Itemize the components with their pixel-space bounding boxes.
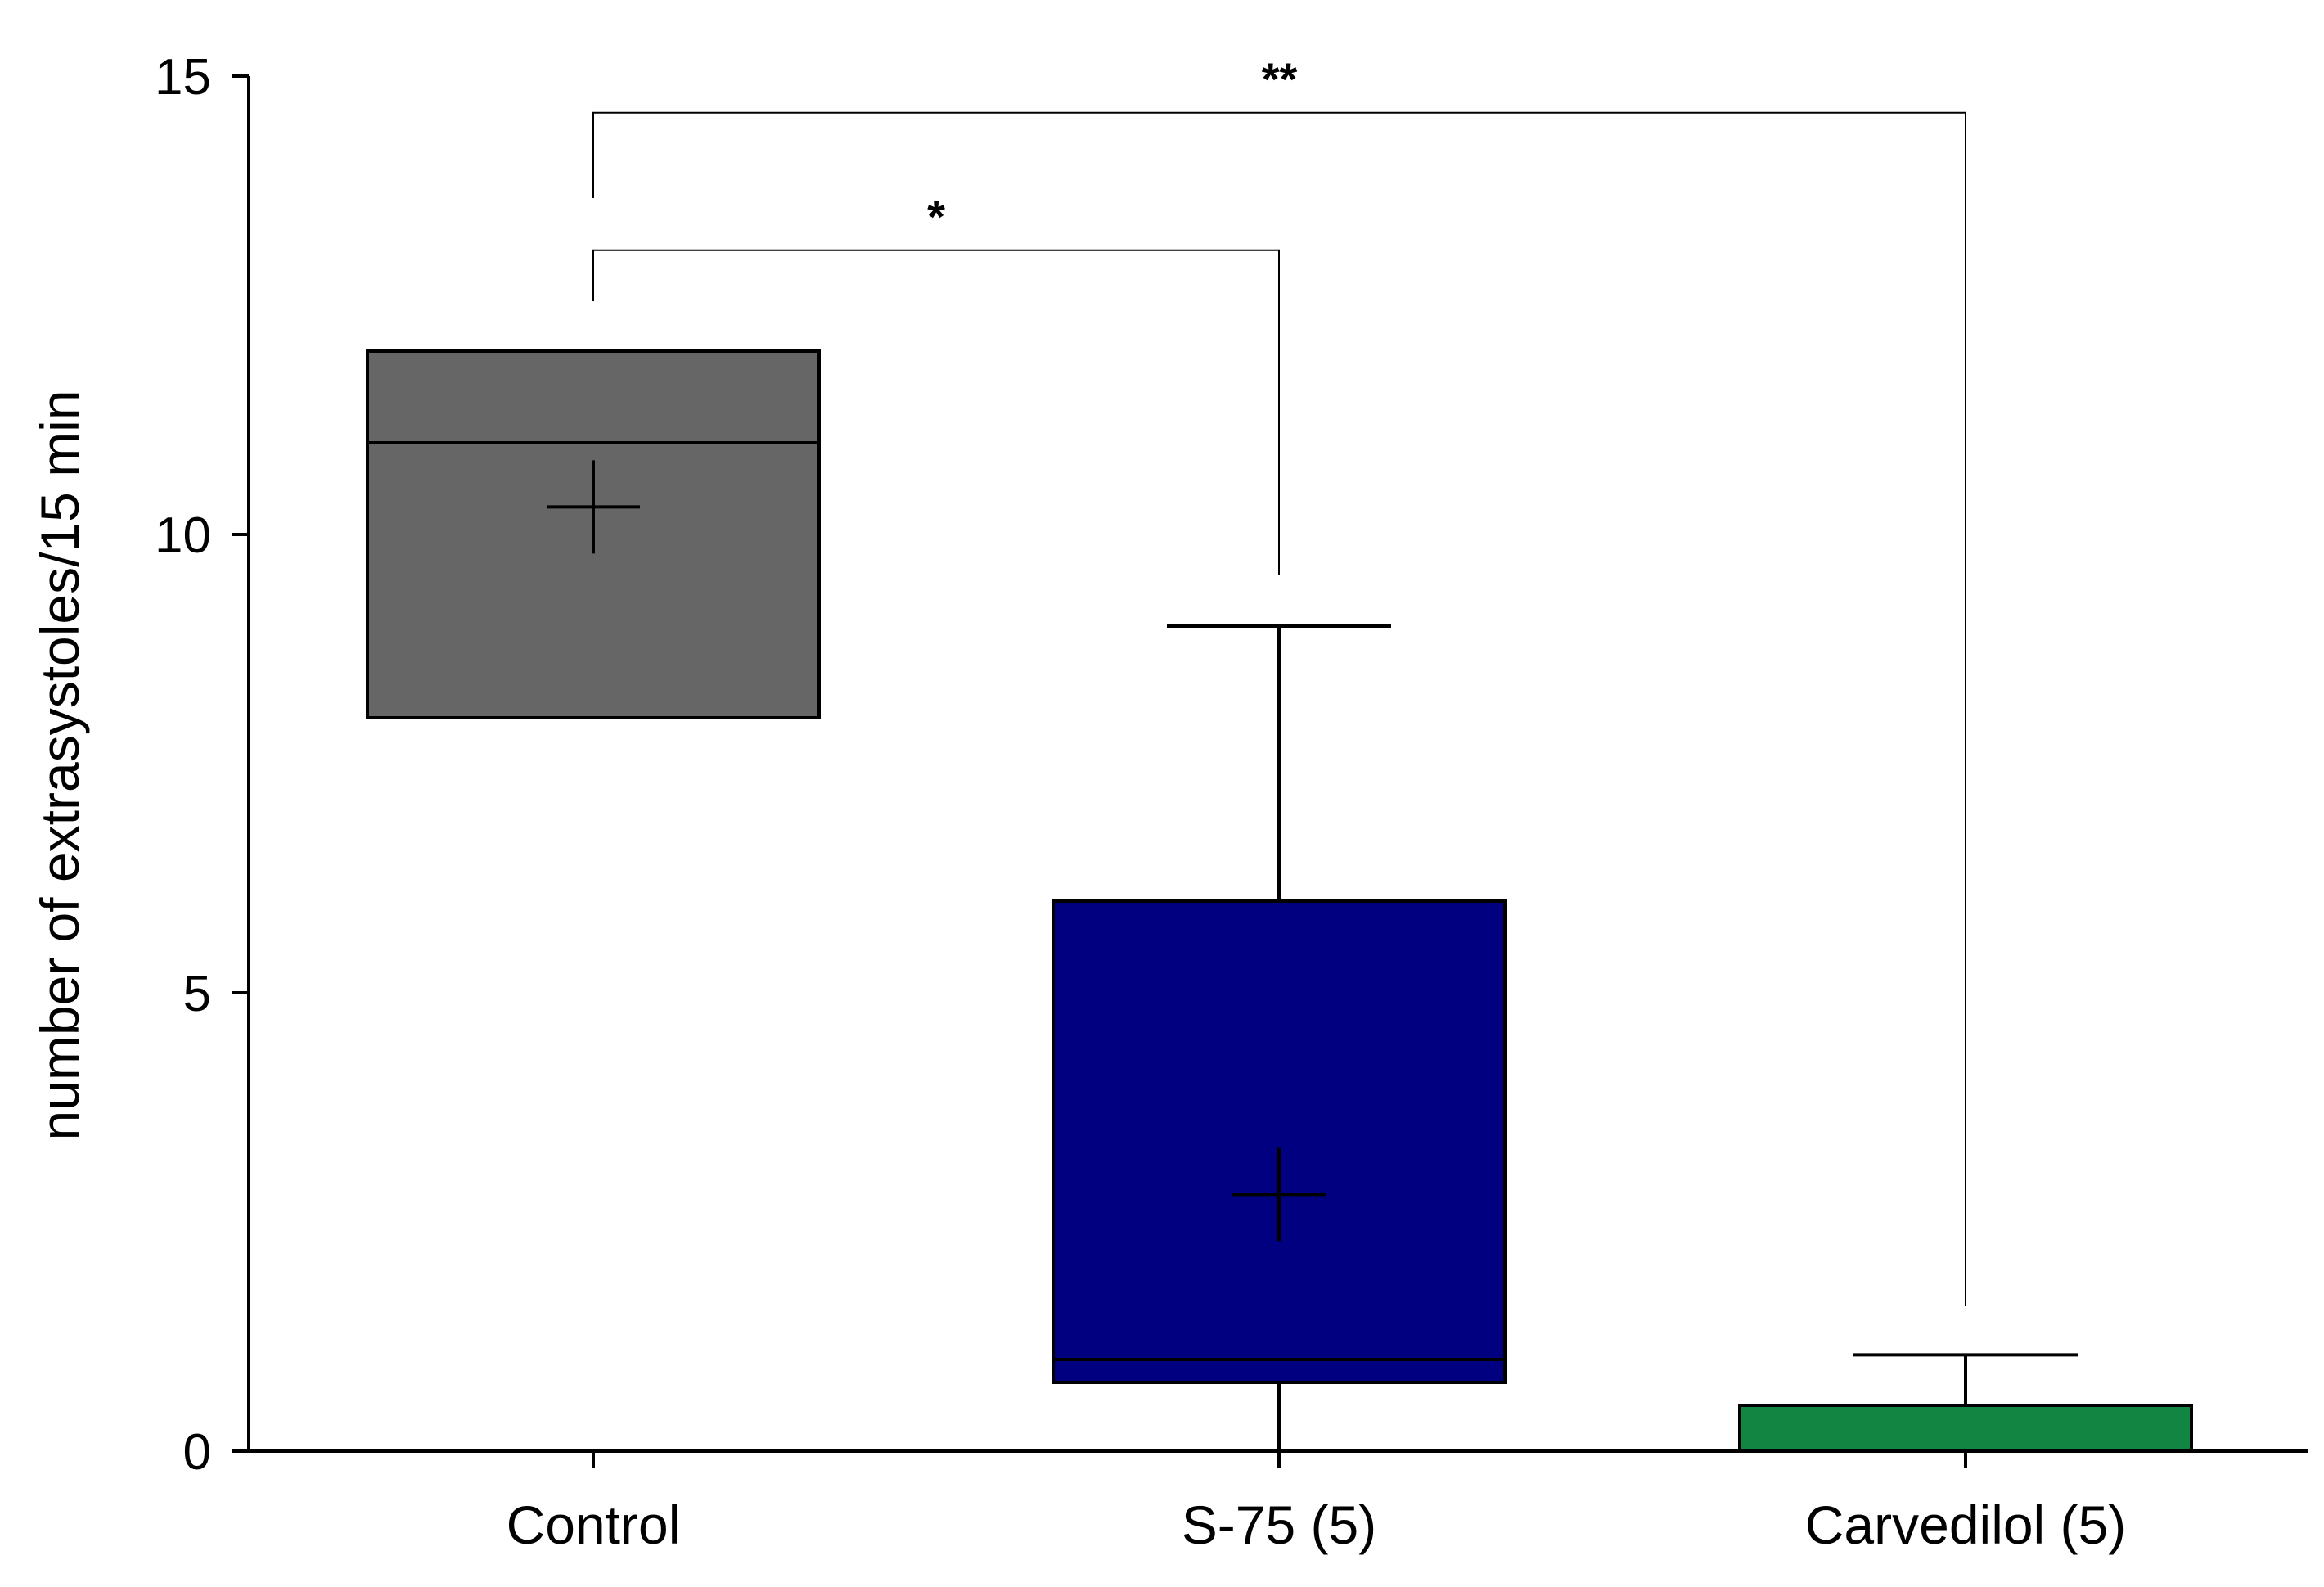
significance-label-1: ** [1262, 53, 1298, 105]
box-group-1 [1052, 624, 1507, 1451]
box-group-2 [1738, 1353, 2193, 1453]
significance-label-0: * [927, 191, 945, 242]
x-tick-label-0: Control [507, 1495, 681, 1555]
boxes [366, 349, 2193, 1453]
box-group-0 [366, 349, 821, 719]
x-ticks: Control S-75 (5) Carvedilol (5) [507, 1451, 2126, 1555]
x-tick-label-1: S-75 (5) [1182, 1495, 1376, 1555]
significance-bracket-0: * [592, 191, 1280, 575]
significance-bracket-1: ** [592, 53, 1966, 1306]
box-2 [1738, 1404, 2193, 1453]
box-1 [1052, 899, 1507, 1384]
significance-line-1 [592, 111, 1966, 1306]
significance-line-0 [592, 249, 1280, 575]
y-ticks: 0 5 10 15 [155, 49, 249, 1481]
x-tick-label-2: Carvedilol (5) [1805, 1495, 2126, 1555]
y-tick-label-2: 10 [155, 507, 211, 564]
y-axis-title: number of extrasystoles/15 min [29, 390, 90, 1140]
y-tick-label-3: 15 [155, 49, 211, 106]
y-tick-label-0: 0 [183, 1424, 211, 1481]
significance-brackets: *** [592, 53, 1966, 1306]
y-tick-label-1: 5 [183, 966, 211, 1022]
